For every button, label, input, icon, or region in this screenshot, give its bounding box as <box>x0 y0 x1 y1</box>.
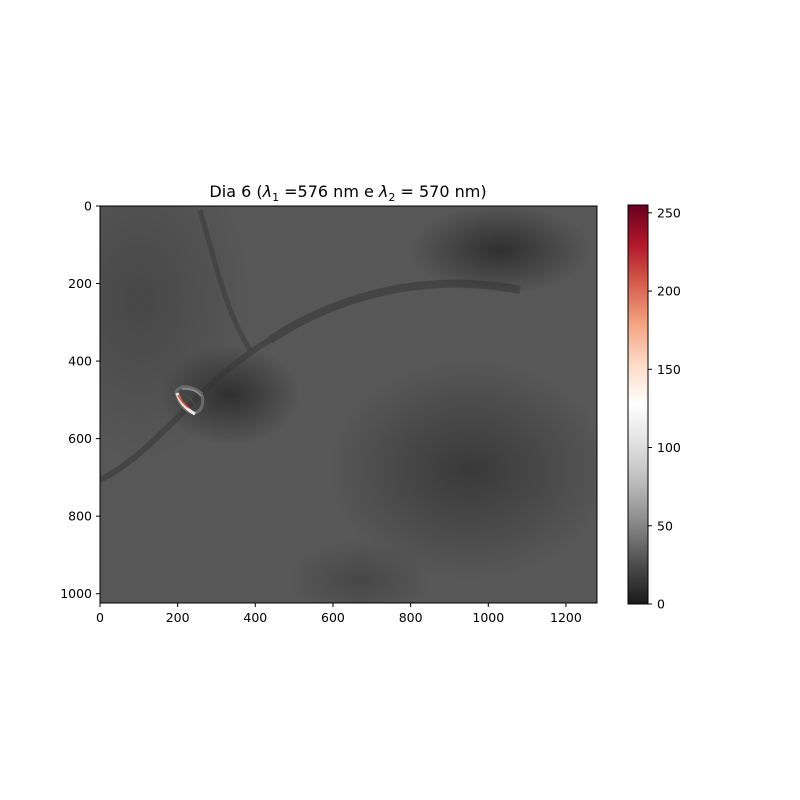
faint-contour <box>197 209 253 352</box>
chart-title: Dia 6 (λ1 =576 nm e λ2 = 570 nm) <box>209 182 486 204</box>
y-tick-label: 400 <box>68 354 92 369</box>
shading-blob <box>290 540 430 603</box>
x-tick-label: 1200 <box>550 610 582 625</box>
plot-frame <box>99 205 598 604</box>
x-tick-label: 200 <box>166 610 190 625</box>
y-tick-label: 0 <box>84 199 92 214</box>
colorbar-tick-label: 200 <box>657 284 681 299</box>
colorbar-tick-label: 100 <box>657 440 681 455</box>
colorbar-axis: 0 50 100 150 200 250 <box>648 205 681 612</box>
y-tick-label: 200 <box>68 276 92 291</box>
x-tick-label: 400 <box>243 610 267 625</box>
shading-blob <box>330 360 597 580</box>
x-tick-label: 800 <box>399 610 423 625</box>
colorbar <box>627 204 649 605</box>
x-tick-label: 600 <box>321 610 345 625</box>
x-tick-label: 0 <box>96 610 104 625</box>
faint-contour <box>100 337 272 483</box>
colorbar-tick-label: 50 <box>657 518 673 533</box>
bright-ring-feature <box>174 385 205 416</box>
x-tick-label: 1000 <box>472 610 504 625</box>
y-tick-label: 800 <box>68 509 92 524</box>
colorbar-tick-label: 150 <box>657 362 681 377</box>
x-axis: 0 200 400 600 800 1000 1200 <box>96 603 582 625</box>
y-tick-label: 600 <box>68 431 92 446</box>
y-tick-label: 1000 <box>60 586 92 601</box>
colorbar-tick-label: 250 <box>657 205 681 220</box>
colorbar-tick-label: 0 <box>657 597 665 612</box>
shading-blob <box>410 206 590 295</box>
y-axis: 0 200 400 600 800 1000 <box>60 199 100 601</box>
heatmap-image <box>100 206 597 603</box>
faint-contour <box>267 279 521 344</box>
shading-blob <box>160 345 300 445</box>
